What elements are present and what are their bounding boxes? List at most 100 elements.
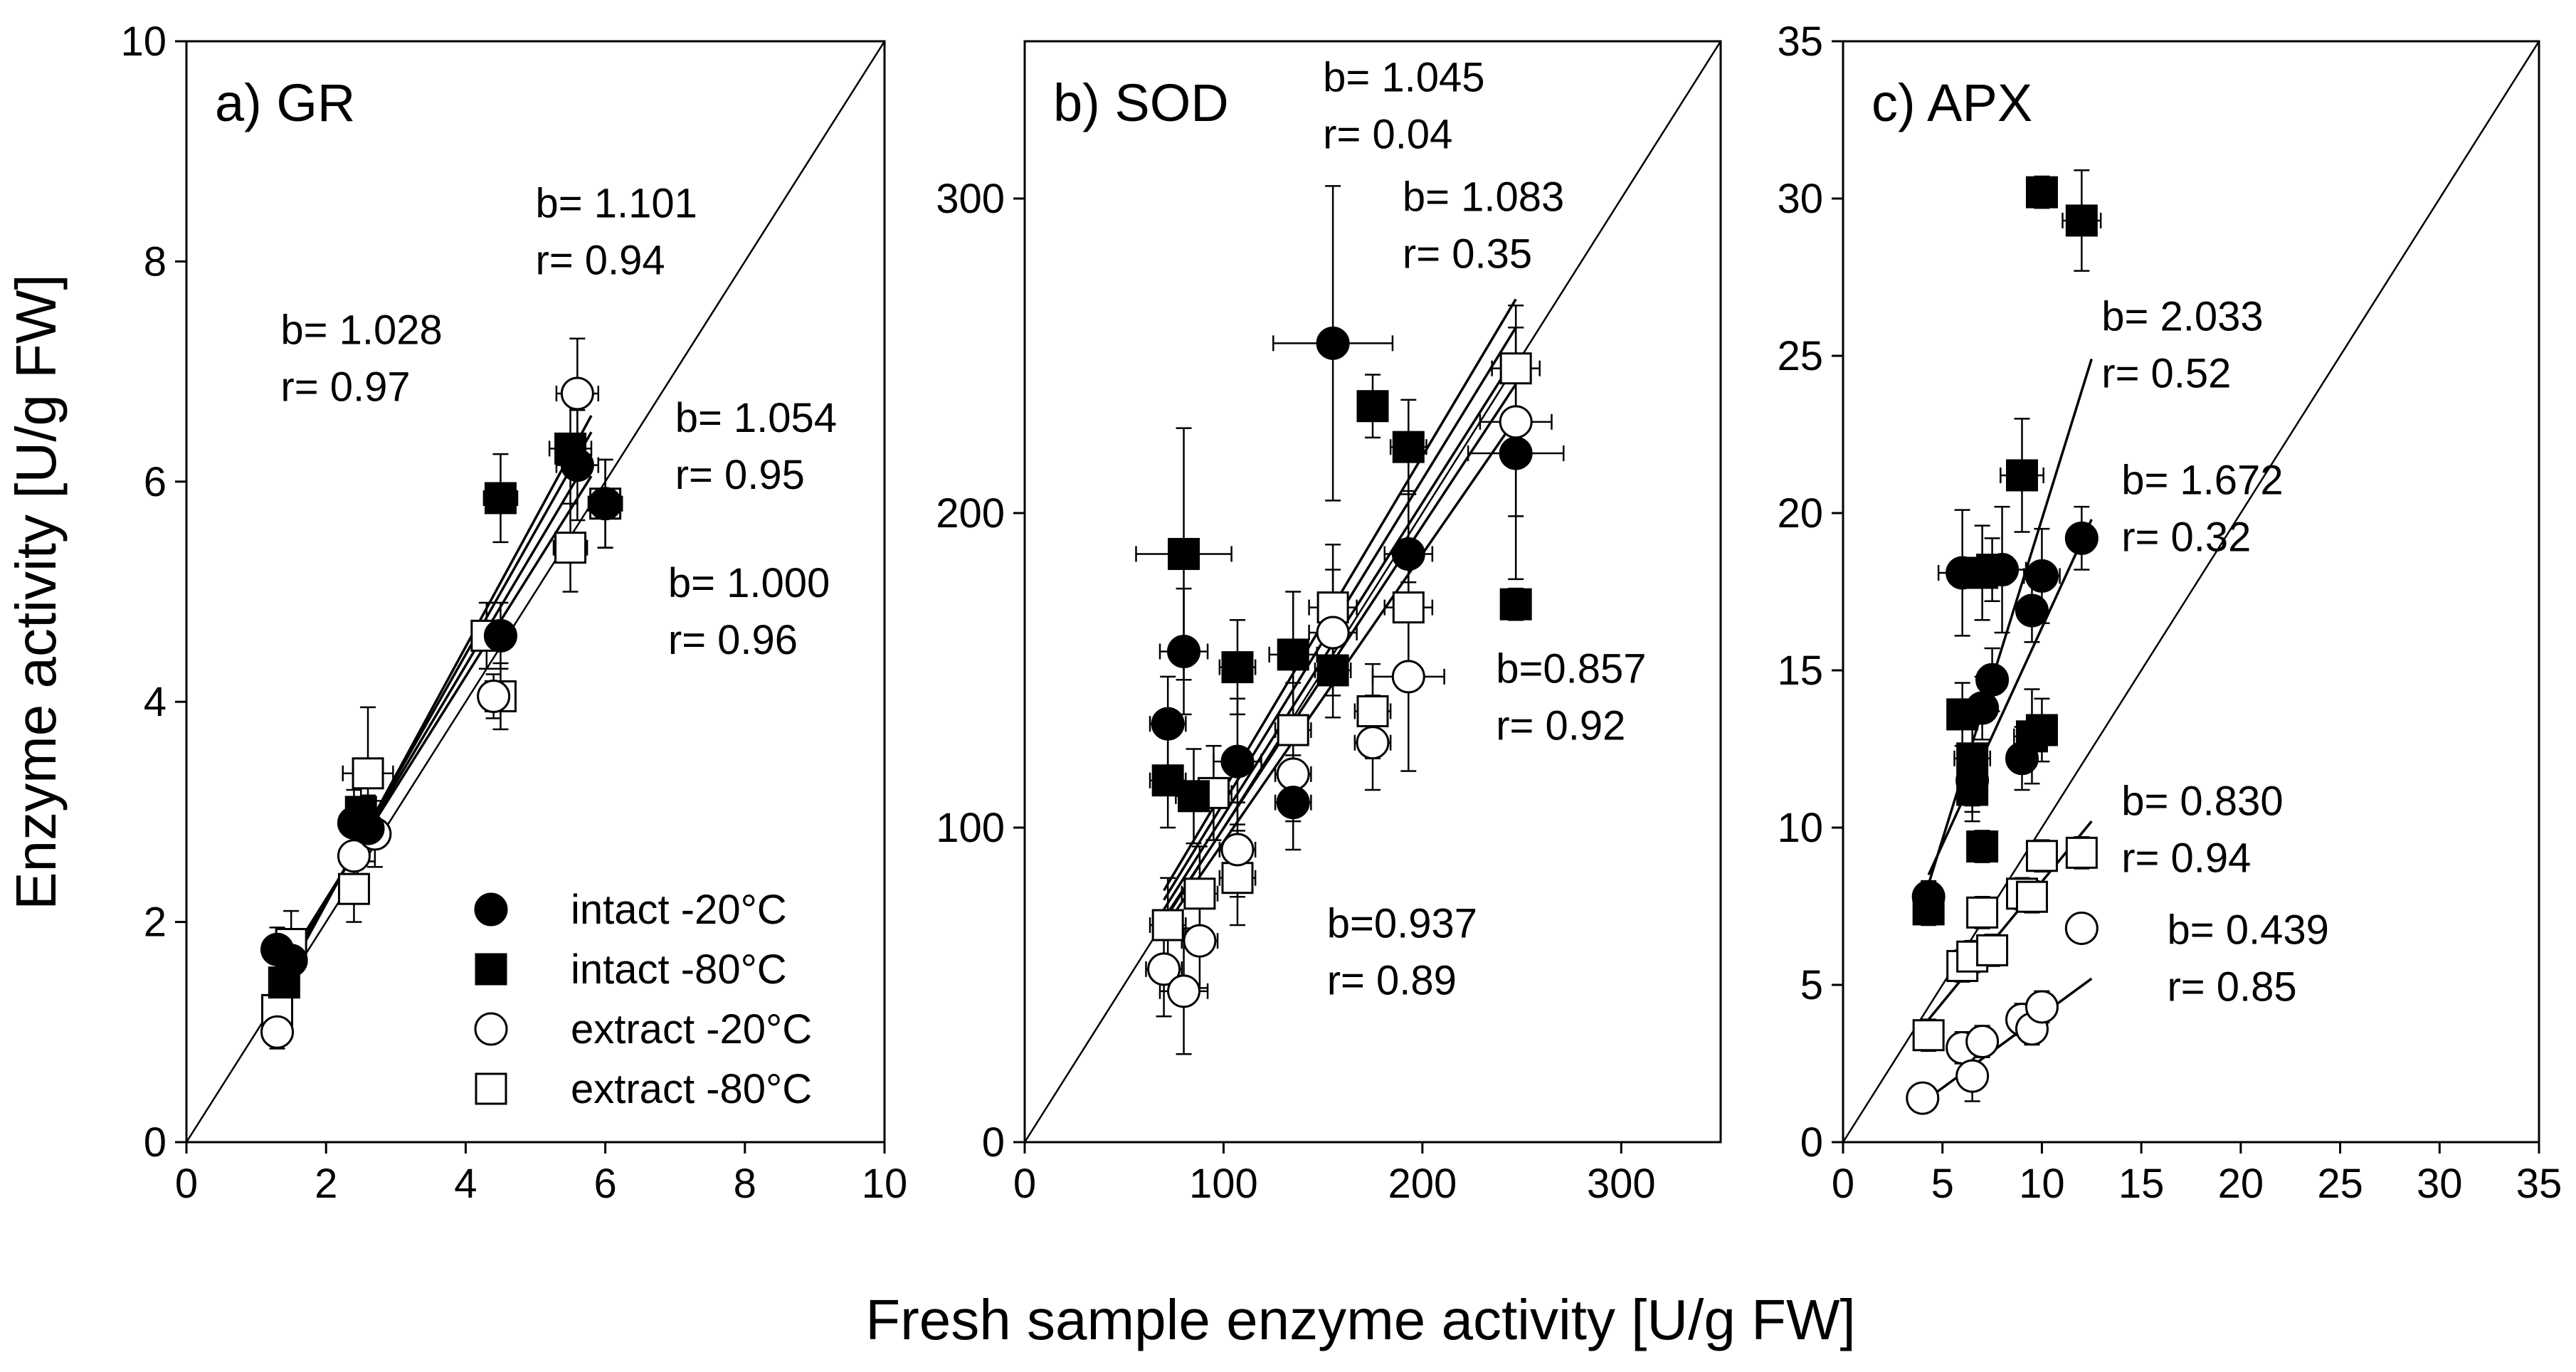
data-point-filled-square [1499,588,1532,621]
data-point-filled-circle [1391,537,1425,571]
legend-label-extract-20: extract -20°C [571,1006,812,1052]
data-point-open-circle [477,679,511,713]
panel-apx: c) APX 0 5 10 15 20 25 30 35 0 5 10 15 20 25 30 35 b= 2.… [1777,19,2562,1207]
x-tick-label: 25 [2317,1161,2363,1207]
correlation-annotation-sod: r= 0.04 [1323,112,1452,158]
x-tick-label: 35 [2516,1161,2562,1207]
x-tick-label: 20 [2218,1161,2264,1207]
data-point-filled-circle [1276,786,1310,820]
data-point-open-circle [1147,952,1181,986]
slope-annotation-sod: b=0.937 [1327,901,1477,947]
x-tick-label: 30 [2417,1161,2463,1207]
correlation-annotation-gr: r= 0.97 [280,364,410,410]
data-point-filled-circle [1955,764,1990,798]
data-point-filled-square [1277,638,1309,671]
data-point-open-circle [1499,405,1533,439]
plot-frame [185,40,886,1144]
correlation-annotation-sod: r= 0.92 [1496,703,1625,749]
y-tick-label: 10 [120,19,167,65]
panel-sod: b) SOD 0 100 200 300 0 100 200 300 b= 1.045 r= 0.… [936,40,1722,1207]
data-point-filled-square [1178,780,1210,813]
slope-annotation-gr: b= 1.101 [536,181,697,227]
correlation-annotation-apx: r= 0.94 [2121,835,2251,881]
y-tick-label: 6 [144,459,167,505]
data-point-open-circle [1167,974,1201,1008]
slope-annotation-sod: b=0.857 [1496,646,1646,692]
data-point-open-circle [337,839,371,873]
y-tick-label: 300 [936,176,1005,222]
data-point-filled-circle [274,944,308,978]
data-point-filled-circle [1151,707,1185,741]
y-tick-label: 0 [1800,1119,1823,1166]
regression-line [1927,519,2093,876]
data-point-open-circle [560,376,594,411]
x-tick-label: 4 [454,1161,477,1207]
panel-title-gr: a) GR [215,73,355,132]
y-tick-label: 10 [1777,805,1823,851]
x-tick-label: 0 [175,1161,198,1207]
slope-annotation-sod: b= 1.045 [1323,55,1484,101]
data-point-open-square [2065,836,2098,869]
slope-annotation-sod: b= 1.083 [1403,174,1564,221]
regression-line [1927,358,2093,885]
x-axis-title: Fresh sample enzyme activity [U/g FW] [865,1288,1855,1351]
data-point-filled-circle [351,811,385,845]
y-tick-label: 8 [144,238,167,285]
regression-line [1927,820,2093,1020]
x-tick-label: 0 [1013,1161,1036,1207]
data-point-open-circle [260,1015,295,1049]
data-point-filled-circle [1499,436,1533,470]
data-point-open-circle [1356,726,1390,760]
data-point-filled-circle [560,448,594,482]
data-point-filled-circle [1316,326,1350,360]
y-tick-label: 0 [982,1119,1005,1166]
legend-marker-open-square [475,1072,507,1105]
data-point-open-square [1356,695,1389,727]
data-point-filled-circle [483,618,517,653]
plot-frame [1023,40,1722,1144]
regression-line [1163,383,1517,920]
data-point-filled-circle [1975,663,2010,697]
slope-annotation-apx: b= 1.672 [2121,457,2283,503]
plot-frame [1842,40,2540,1144]
data-point-filled-square [1966,830,1999,863]
regression-line [276,475,593,978]
slope-annotation-apx: b= 0.439 [2167,907,2328,954]
data-point-open-circle [1316,616,1350,650]
data-point-open-square [352,757,384,790]
x-tick-label: 5 [1931,1161,1954,1207]
y-tick-label: 35 [1777,19,1823,65]
data-point-open-square [1966,896,1999,929]
legend-marker-filled-square [475,953,507,986]
y-tick-label: 200 [936,490,1005,537]
correlation-annotation-apx: r= 0.52 [2101,351,2231,397]
data-point-open-square [2025,840,2058,872]
x-tick-label: 200 [1388,1161,1457,1207]
correlation-annotation-gr: r= 0.94 [536,238,665,284]
slope-annotation-apx: b= 2.033 [2101,294,2263,340]
y-tick-label: 25 [1777,333,1823,379]
data-point-filled-circle [2025,559,2059,593]
data-point-filled-circle [2064,521,2099,555]
data-point-filled-circle [2015,593,2049,628]
data-point-filled-square [2025,176,2058,209]
legend-label-intact-20: intact -20°C [571,887,787,933]
data-point-open-square [2015,880,2048,913]
correlation-annotation-sod: r= 0.35 [1403,231,1532,278]
data-point-filled-circle [588,487,623,521]
data-point-filled-square [2065,204,2098,237]
data-point-filled-square [1356,390,1389,423]
legend-marker-open-circle [474,1012,508,1046]
data-point-open-circle [1965,1025,2000,1059]
y-tick-label: 0 [144,1119,167,1166]
data-point-filled-square [1168,537,1200,570]
x-tick-label: 10 [862,1161,908,1207]
y-tick-label: 5 [1800,962,1823,1008]
panel-gr: a) GR 0 2 4 6 8 10 0 2 4 6 8 10 b= 1.028 r= 0.97 b= 1.… [120,19,907,1207]
correlation-annotation-gr: r= 0.95 [675,452,805,498]
data-point-open-square [1221,862,1254,895]
legend-marker-filled-circle [474,892,508,927]
y-tick-label: 4 [144,679,167,725]
